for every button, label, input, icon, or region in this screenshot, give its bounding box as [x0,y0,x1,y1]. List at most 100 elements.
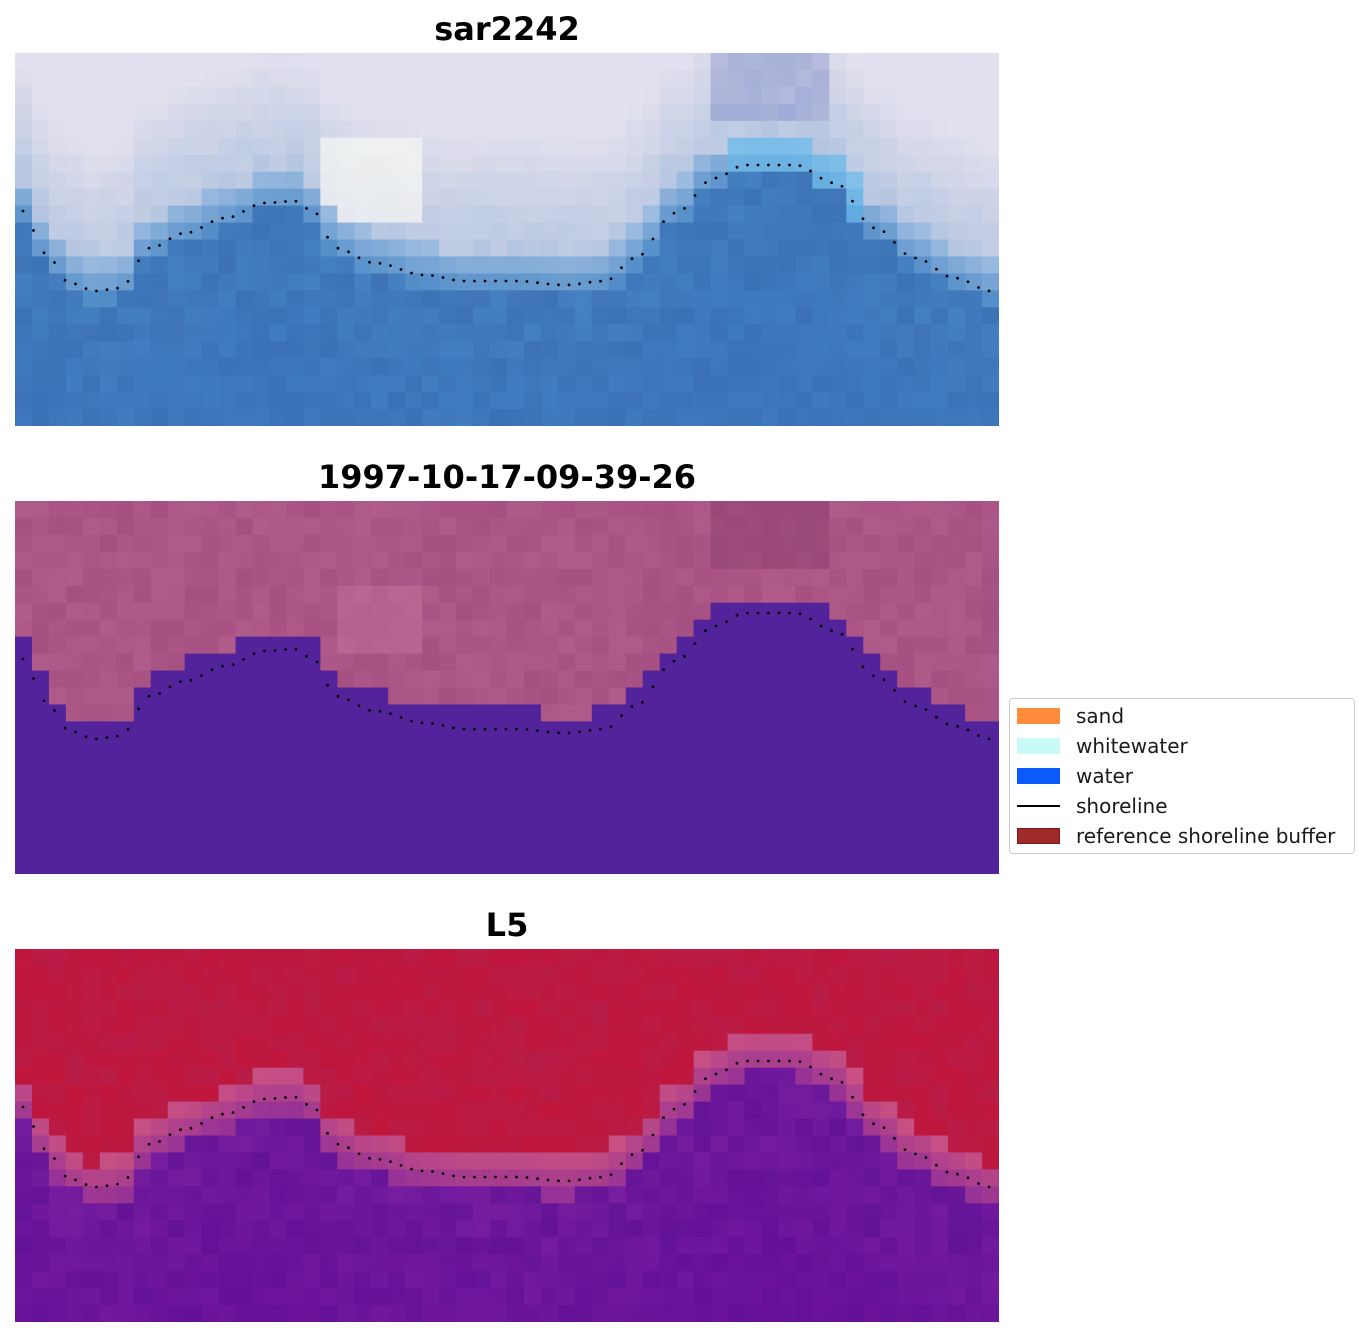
rgb-pixel [507,53,525,71]
rgb-pixel [456,273,474,291]
shoreline-point [305,655,308,658]
class-pixel [608,755,627,773]
rgb-pixel [931,137,949,156]
class-pixel [608,653,627,672]
shoreline-point [578,282,581,286]
class-pixel [863,738,881,756]
class-pixel [829,653,847,672]
rgb-pixel [625,120,644,139]
class-pixel [659,501,678,519]
class-pixel [693,840,712,858]
index-pixel [778,1050,797,1069]
rgb-pixel [116,205,135,224]
class-pixel [574,585,593,604]
index-pixel [880,1271,898,1289]
class-pixel [48,653,67,672]
shoreline-point [767,163,770,167]
class-pixel [982,840,999,858]
rgb-pixel [965,53,983,71]
class-pixel [303,704,321,722]
index-pixel [727,1050,746,1069]
class-pixel [676,738,695,756]
rgb-pixel [320,290,338,308]
index-pixel [761,1067,780,1086]
index-pixel [931,1050,949,1069]
rgb-pixel [218,324,237,342]
rgb-pixel [880,290,898,308]
class-pixel [65,789,84,807]
class-pixel [642,738,661,756]
class-pixel [286,619,305,638]
class-pixel [490,602,508,621]
index-pixel [591,1237,610,1255]
class-pixel [473,585,491,604]
rgb-pixel [354,307,372,325]
rgb-pixel [201,256,220,274]
index-pixel [676,1084,695,1103]
rgb-pixel [48,103,67,122]
index-pixel [371,1118,389,1137]
index-pixel [490,965,508,984]
rgb-pixel [608,375,627,393]
index-pixel [710,1169,729,1187]
class-pixel [642,517,661,536]
index-pixel [201,1203,220,1221]
class-pixel [761,806,780,824]
shoreline-point [903,252,907,256]
index-pixel [456,982,474,1001]
rgb-pixel [574,120,593,139]
rgb-pixel [880,53,898,71]
class-pixel [982,823,999,841]
index-pixel [201,1067,220,1086]
rgb-pixel [931,188,949,207]
rgb-pixel [931,392,949,410]
rgb-pixel [931,69,949,88]
index-pixel [507,1203,525,1221]
rgb-pixel [150,120,169,139]
class-pixel [931,857,949,874]
class-pixel [863,755,881,773]
rgb-pixel [82,69,101,88]
rgb-pixel [15,205,33,224]
rgb-pixel [812,222,830,241]
class-pixel [931,534,949,553]
rgb-pixel [710,341,729,359]
class-pixel [48,704,67,722]
index-pixel [320,1067,338,1086]
class-pixel [710,670,729,689]
class-pixel [744,636,763,655]
class-pixel [761,789,780,807]
rgb-pixel [846,205,864,224]
index-pixel [659,1186,678,1204]
rgb-pixel [676,53,695,71]
shoreline-point [32,229,35,232]
shoreline-point [693,1090,697,1093]
class-pixel [948,517,966,536]
class-pixel [642,823,661,841]
class-pixel [269,687,288,706]
index-pixel [150,949,169,967]
class-pixel [965,670,983,689]
shoreline-point [483,279,487,283]
rgb-pixel [778,273,797,291]
rgb-pixel [693,392,712,410]
rgb-pixel [608,120,627,139]
index-pixel [880,1169,898,1187]
rgb-pixel [320,409,338,426]
rgb-pixel [422,120,440,139]
shoreline-point [294,647,298,651]
class-pixel [439,721,457,739]
class-pixel [659,585,678,604]
class-pixel [201,738,220,756]
index-pixel [405,999,423,1018]
class-pixel [931,636,949,655]
rgb-pixel [914,273,932,291]
index-pixel [540,1169,559,1187]
index-pixel [540,982,559,1001]
class-pixel [48,619,67,638]
class-pixel [422,653,440,672]
class-pixel [863,704,881,722]
class-pixel [490,772,508,790]
class-pixel [557,670,576,689]
class-pixel [965,687,983,706]
